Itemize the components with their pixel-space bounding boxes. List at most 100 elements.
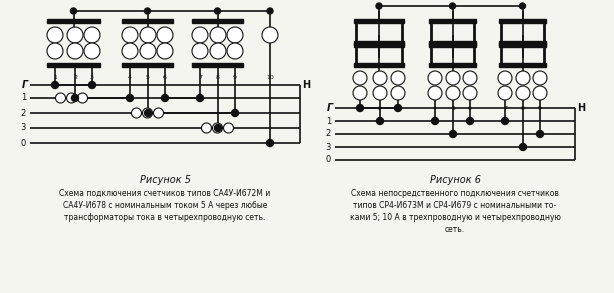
- Circle shape: [373, 86, 387, 100]
- Text: 8: 8: [216, 75, 220, 80]
- Text: Г: Г: [327, 103, 333, 113]
- Bar: [429, 43, 476, 47]
- Text: 4: 4: [433, 106, 437, 111]
- Circle shape: [533, 86, 547, 100]
- Circle shape: [55, 93, 66, 103]
- Circle shape: [449, 130, 456, 137]
- Circle shape: [71, 8, 77, 14]
- Circle shape: [376, 117, 384, 125]
- Bar: [354, 43, 404, 47]
- Circle shape: [357, 105, 363, 112]
- Text: 4: 4: [128, 75, 132, 80]
- Circle shape: [192, 43, 208, 59]
- Text: 3: 3: [21, 124, 26, 132]
- Text: 3: 3: [396, 106, 400, 111]
- Circle shape: [154, 108, 163, 118]
- Text: 8: 8: [521, 106, 525, 111]
- Circle shape: [227, 27, 243, 43]
- Bar: [429, 41, 476, 45]
- Bar: [192, 19, 243, 23]
- Circle shape: [144, 8, 150, 14]
- Text: 6: 6: [163, 75, 167, 80]
- Text: 7: 7: [503, 106, 507, 111]
- Circle shape: [131, 108, 141, 118]
- Text: 3: 3: [90, 75, 94, 80]
- Circle shape: [52, 81, 58, 88]
- Circle shape: [214, 8, 220, 14]
- Circle shape: [395, 105, 402, 112]
- Text: 1: 1: [326, 117, 331, 125]
- Text: 5: 5: [146, 75, 150, 80]
- Circle shape: [428, 71, 442, 85]
- Circle shape: [353, 71, 367, 85]
- Circle shape: [47, 27, 63, 43]
- Circle shape: [192, 27, 208, 43]
- Bar: [499, 43, 546, 47]
- Circle shape: [516, 86, 530, 100]
- Text: 0: 0: [326, 156, 331, 164]
- Circle shape: [262, 27, 278, 43]
- Circle shape: [467, 117, 473, 125]
- Circle shape: [446, 71, 460, 85]
- Circle shape: [67, 27, 83, 43]
- Text: 9: 9: [538, 106, 542, 111]
- Text: 7: 7: [198, 75, 202, 80]
- Bar: [499, 63, 546, 67]
- Bar: [354, 19, 404, 23]
- Circle shape: [391, 71, 405, 85]
- Circle shape: [498, 86, 512, 100]
- Bar: [122, 63, 173, 67]
- Bar: [122, 19, 173, 23]
- Text: Н: Н: [577, 103, 585, 113]
- Text: Рисунок 6: Рисунок 6: [430, 175, 481, 185]
- Text: сеть.: сеть.: [445, 225, 465, 234]
- Bar: [429, 63, 476, 67]
- Circle shape: [533, 71, 547, 85]
- Circle shape: [196, 95, 203, 101]
- Bar: [354, 63, 404, 67]
- Circle shape: [463, 71, 477, 85]
- Text: 6: 6: [468, 106, 472, 111]
- Text: 0: 0: [21, 139, 26, 147]
- Circle shape: [223, 123, 233, 133]
- Circle shape: [144, 110, 152, 117]
- Circle shape: [210, 27, 226, 43]
- Text: 10: 10: [266, 75, 274, 80]
- Circle shape: [519, 144, 526, 151]
- Circle shape: [84, 27, 100, 43]
- Circle shape: [201, 123, 211, 133]
- Circle shape: [161, 95, 168, 101]
- Circle shape: [227, 43, 243, 59]
- Circle shape: [67, 43, 83, 59]
- Text: ками 5; 10 А в трехпроводную и четырехпроводную: ками 5; 10 А в трехпроводную и четырехпр…: [349, 213, 561, 222]
- Circle shape: [84, 43, 100, 59]
- Circle shape: [212, 123, 222, 133]
- Text: 9: 9: [233, 75, 237, 80]
- Circle shape: [88, 81, 96, 88]
- Circle shape: [157, 43, 173, 59]
- Text: типов СР4-И673М и СР4-И679 с номинальными то-: типов СР4-И673М и СР4-И679 с номинальным…: [354, 201, 557, 210]
- Circle shape: [122, 43, 138, 59]
- Bar: [192, 63, 243, 67]
- Circle shape: [537, 130, 543, 137]
- Circle shape: [502, 117, 508, 125]
- Circle shape: [519, 3, 526, 9]
- Text: 1: 1: [358, 106, 362, 111]
- Text: 2: 2: [73, 75, 77, 80]
- Bar: [499, 41, 546, 45]
- Circle shape: [140, 43, 156, 59]
- Bar: [47, 19, 100, 23]
- Circle shape: [157, 27, 173, 43]
- Circle shape: [214, 125, 222, 132]
- Circle shape: [210, 43, 226, 59]
- Text: СА4У-И678 с номинальным током 5 А через любые: СА4У-И678 с номинальным током 5 А через …: [63, 201, 267, 210]
- Text: 2: 2: [326, 130, 331, 139]
- Circle shape: [122, 27, 138, 43]
- Text: 1: 1: [21, 93, 26, 103]
- Circle shape: [126, 95, 133, 101]
- Circle shape: [516, 71, 530, 85]
- Text: Схема непосредственного подключения счетчиков: Схема непосредственного подключения счет…: [351, 189, 559, 198]
- Circle shape: [140, 27, 156, 43]
- Text: 2: 2: [21, 108, 26, 117]
- Circle shape: [266, 139, 273, 146]
